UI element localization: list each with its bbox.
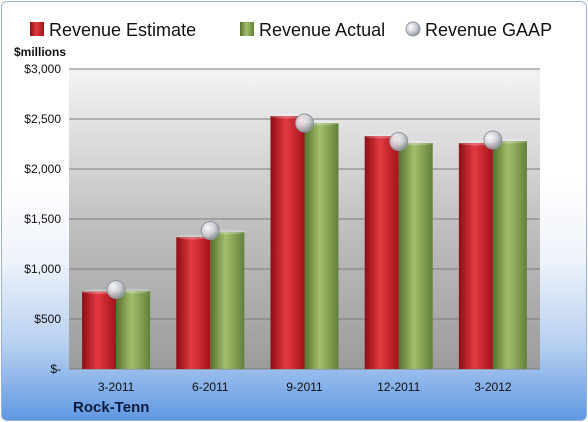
gaap-marker <box>295 113 314 133</box>
x-tick-label: 3-2011 <box>98 380 135 394</box>
legend-swatch-estimate <box>30 22 44 36</box>
gaap-marker <box>200 221 220 240</box>
y-tick-label: $3,000 <box>24 62 61 76</box>
x-tick-label: 3-2012 <box>474 380 512 394</box>
gaap-markers <box>106 113 503 299</box>
estimate-bar-top <box>176 234 211 240</box>
legend-swatch-actual <box>240 22 254 36</box>
bars <box>82 113 527 369</box>
legend: Revenue Estimate Revenue Actual Revenue GA… <box>30 20 552 40</box>
x-tick-label: 9-2011 <box>286 380 323 394</box>
actual-bar <box>116 291 151 369</box>
estimate-bar <box>270 116 305 369</box>
actual-bar <box>304 123 339 369</box>
company-name: Rock-Tenn <box>73 399 149 416</box>
legend-label: Revenue Actual <box>259 20 385 40</box>
y-tick-label: $1,500 <box>24 212 61 226</box>
x-tick-label: 6-2011 <box>192 380 229 394</box>
gaap-marker <box>106 280 126 299</box>
legend-label: Revenue Estimate <box>49 20 196 40</box>
y-unit-label: $millions <box>14 45 66 59</box>
x-tick-label: 12-2011 <box>377 380 420 394</box>
y-tick-label: $- <box>50 362 61 376</box>
y-axis: $- $500 $1,000 $1,500 $2,000 $2,500 $3,000 <box>24 62 61 376</box>
legend-label: Revenue GAAP <box>425 20 552 40</box>
gaap-marker <box>389 132 409 151</box>
y-tick-label: $2,000 <box>24 162 61 176</box>
actual-bar <box>210 232 245 369</box>
gaap-marker <box>483 130 503 150</box>
y-tick-label: $500 <box>34 312 61 326</box>
estimate-bar <box>458 143 493 369</box>
estimate-bar-top <box>364 133 399 139</box>
legend-swatch-gaap <box>405 21 421 37</box>
y-tick-label: $2,500 <box>24 112 61 126</box>
y-tick-label: $1,000 <box>24 262 61 276</box>
actual-bar <box>492 141 527 369</box>
x-axis: 3-2011 6-2011 9-2011 12-2011 3-2012 <box>98 380 512 394</box>
estimate-bar-top <box>270 113 305 119</box>
estimate-bar <box>176 237 211 369</box>
estimate-bar <box>82 291 117 369</box>
estimate-bar <box>364 136 399 369</box>
actual-bar <box>398 143 433 369</box>
